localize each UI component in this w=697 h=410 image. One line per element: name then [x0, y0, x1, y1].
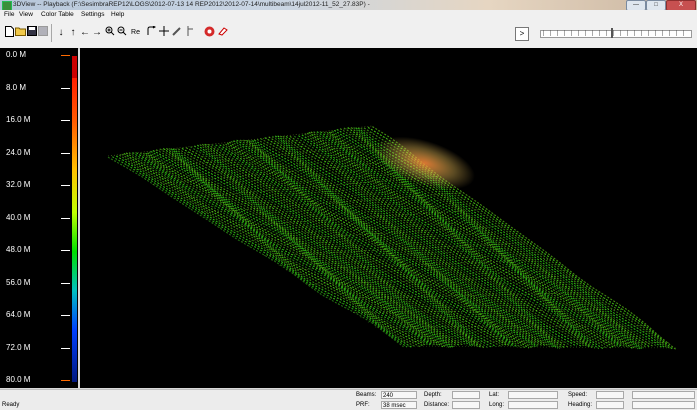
slider-ticks — [543, 30, 688, 36]
arrow-right-icon[interactable]: → — [92, 26, 102, 40]
depth-color-bar — [72, 56, 77, 382]
depth-tick-mark — [61, 185, 70, 186]
long-value — [508, 401, 558, 409]
depth-tick-mark — [61, 315, 70, 316]
bathymetry-3d-view[interactable] — [80, 48, 697, 388]
crosshair-icon[interactable] — [159, 26, 169, 40]
heading-value — [596, 401, 624, 409]
current-depth-indicator — [72, 56, 77, 78]
menu-view[interactable]: View — [19, 10, 33, 20]
beams-value: 240 — [381, 391, 417, 399]
save-icon[interactable] — [27, 26, 37, 40]
menu-file[interactable]: File — [4, 10, 14, 20]
depth-tick-mark — [61, 283, 70, 284]
prf-value: 38 msec — [381, 401, 417, 409]
zoom-out-icon[interactable] — [117, 26, 127, 40]
status-extra-2 — [632, 401, 695, 409]
pencil-icon[interactable] — [172, 26, 182, 40]
window-title: 3DView -- Playback (F:\SesimbraREP12\LOG… — [13, 0, 370, 10]
speed-label: Speed: — [568, 391, 587, 400]
record-icon[interactable] — [204, 26, 214, 40]
eraser-icon[interactable] — [218, 26, 228, 40]
depth-scale: 0.0 M 8.0 M 16.0 M 24.0 M 32.0 M 40.0 M 48.0 M… — [0, 48, 78, 388]
bathymetry-point-cloud — [80, 48, 697, 388]
depth-tick-label: 8.0 M — [6, 83, 26, 93]
rotate-icon[interactable] — [146, 26, 156, 40]
depth-tick-mark — [61, 380, 70, 381]
menu-bar: File View Color Table Settings Help — [0, 10, 697, 20]
zoom-in-icon[interactable] — [105, 26, 115, 40]
arrow-up-icon[interactable]: ↑ — [68, 26, 78, 40]
lat-value — [508, 391, 558, 399]
menu-settings[interactable]: Settings — [81, 10, 105, 20]
depth-tick-label: 40.0 M — [6, 213, 30, 223]
lat-label: Lat: — [489, 391, 499, 400]
depth-tick-mark — [61, 153, 70, 154]
swath-cross-line — [115, 132, 379, 161]
depth-tick-label: 24.0 M — [6, 148, 30, 158]
swath-line — [143, 153, 439, 346]
depth-tick-mark — [61, 348, 70, 349]
swath-line — [234, 141, 536, 347]
depth-tick-label: 56.0 M — [6, 278, 30, 288]
depth-tick-label: 0.0 M — [6, 50, 26, 60]
speed-value — [596, 391, 624, 399]
depth-tick-mark — [61, 88, 70, 89]
open-folder-icon[interactable] — [15, 26, 25, 40]
depth-value — [452, 391, 480, 399]
depth-tick-label: 80.0 M — [6, 375, 30, 385]
arrow-down-icon[interactable]: ↓ — [56, 26, 66, 40]
depth-label: Depth: — [424, 391, 442, 400]
save-as-icon[interactable] — [38, 26, 48, 40]
depth-tick-label: 32.0 M — [6, 180, 30, 190]
swath-cross-line — [264, 243, 532, 256]
menu-color-table[interactable]: Color Table — [41, 10, 74, 20]
reset-view-icon[interactable]: Re — [129, 26, 142, 40]
depth-tick-label: 72.0 M — [6, 343, 30, 353]
marker-icon[interactable] — [185, 26, 195, 40]
depth-tick-label: 16.0 M — [6, 115, 30, 125]
distance-value — [452, 401, 480, 409]
toolbar-separator — [51, 24, 52, 42]
arrow-left-icon[interactable]: ← — [80, 26, 90, 40]
menu-help[interactable]: Help — [111, 10, 124, 20]
depth-tick-mark — [61, 55, 70, 56]
status-extra-1 — [632, 391, 695, 399]
beams-label: Beams: — [356, 391, 376, 400]
depth-tick-label: 48.0 M — [6, 245, 30, 255]
depth-tick-mark — [61, 218, 70, 219]
status-bar: Ready Beams: 240 PRF: 38 msec Depth: Dis… — [0, 389, 697, 410]
depth-tick-label: 64.0 M — [6, 310, 30, 320]
title-bar: 3DView -- Playback (F:\SesimbraREP12\LOG… — [0, 0, 697, 10]
new-file-icon[interactable] — [4, 26, 14, 40]
depth-tick-mark — [61, 120, 70, 121]
expand-button[interactable]: > — [515, 27, 529, 41]
toolbar: ↓ ↑ ← → Re > — [0, 20, 697, 49]
depth-tick-mark — [61, 250, 70, 251]
